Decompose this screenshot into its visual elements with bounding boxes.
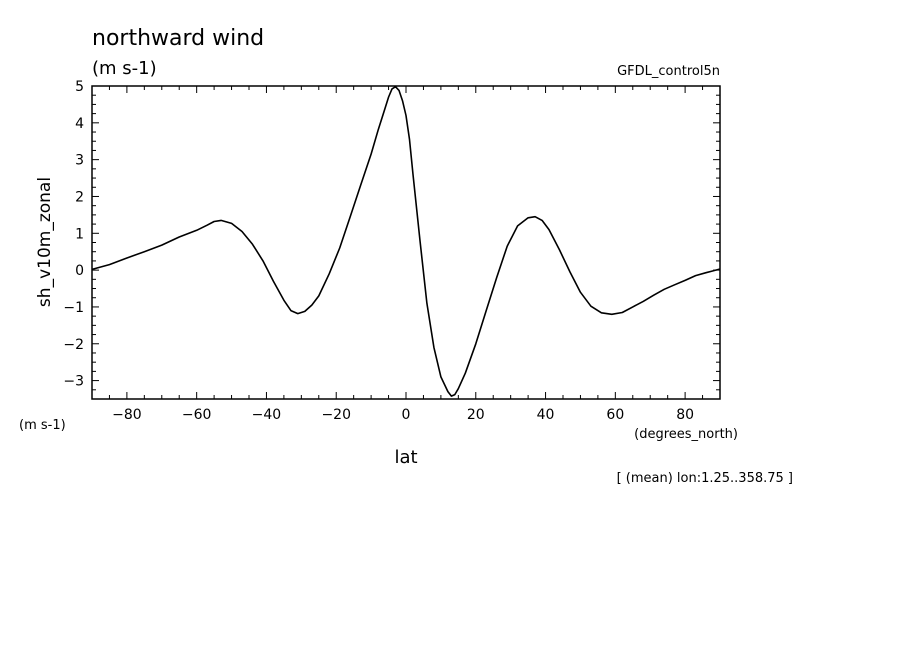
axis-ticks	[91, 85, 721, 400]
x-tick-label: 40	[537, 407, 555, 423]
x-tick-label: −20	[321, 407, 351, 423]
y-tick-label: 3	[75, 153, 84, 169]
x-tick-label: 20	[467, 407, 485, 423]
x-tick-label: 80	[676, 407, 694, 423]
x-tick-label: −60	[182, 407, 212, 423]
y-tick-label: 0	[75, 263, 84, 279]
y-tick-label: 1	[75, 226, 84, 242]
y-tick-label: 4	[75, 116, 84, 132]
y-axis-units: (m s-1)	[19, 418, 66, 433]
y-tick-label: 5	[75, 79, 84, 95]
x-tick-label: 0	[402, 407, 411, 423]
series-line	[91, 85, 721, 397]
x-tick-label: 60	[606, 407, 624, 423]
plot-frame	[91, 85, 721, 400]
x-tick-labels: −80 −60 −40 −20 0 20 40 60 80	[112, 407, 694, 423]
chart-subtitle: (m s-1)	[92, 58, 157, 79]
y-tick-label: −2	[63, 337, 84, 353]
dataset-label: GFDL_control5n	[617, 64, 720, 79]
y-tick-label: −3	[63, 374, 84, 390]
x-tick-label: −40	[252, 407, 282, 423]
y-tick-label: −1	[63, 300, 84, 316]
y-tick-labels: −3 −2 −1 0 1 2 3 4 5	[63, 79, 84, 390]
x-axis-units: (degrees_north)	[634, 427, 738, 442]
x-axis-label: lat	[394, 447, 417, 468]
chart-title: northward wind	[92, 26, 264, 51]
chart-footnote: [ (mean) lon:1.25..358.75 ]	[617, 471, 793, 486]
x-tick-label: −80	[112, 407, 142, 423]
y-tick-label: 2	[75, 189, 84, 205]
y-axis-label: sh_v10m_zonal	[35, 177, 55, 307]
